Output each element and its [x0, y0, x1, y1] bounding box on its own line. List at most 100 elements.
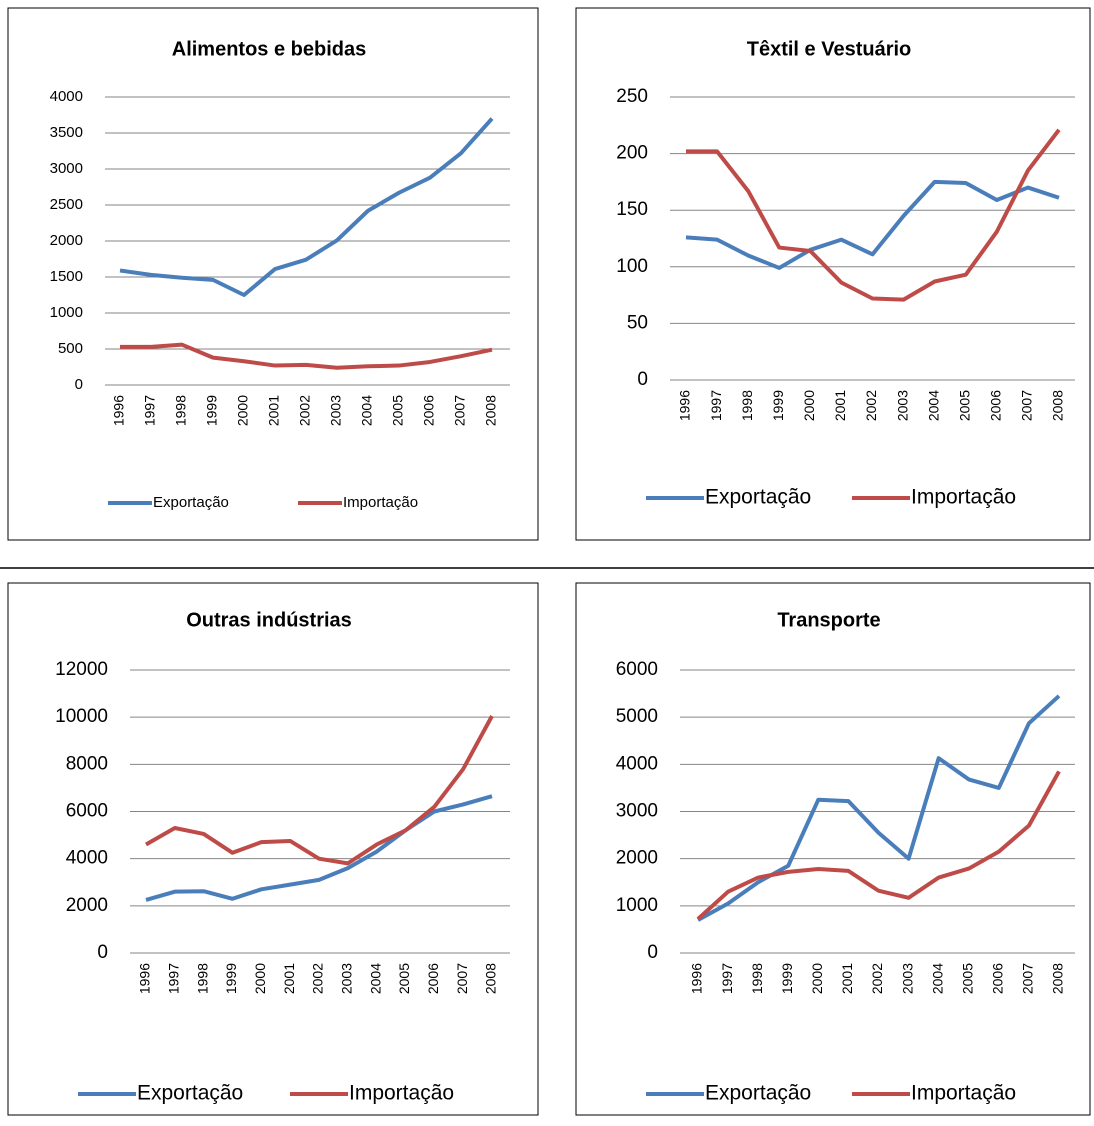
x-tick-label: 1996: [677, 390, 693, 421]
x-tick-label: 2006: [988, 390, 1004, 421]
x-tick-label: 1998: [194, 963, 210, 994]
x-tick-label: 2002: [310, 963, 326, 994]
chart-title: Outras indústrias: [186, 609, 352, 631]
series-line: [119, 117, 494, 297]
x-tick-label: 2005: [956, 390, 972, 421]
x-tick-label: 2007: [452, 395, 468, 426]
y-tick-label: 0: [647, 942, 658, 963]
x-tick-label: 2002: [869, 963, 885, 994]
legend-label: Importação: [911, 486, 1016, 509]
x-tick-label: 2007: [1020, 963, 1036, 994]
y-tick-label: 2500: [50, 196, 83, 213]
x-tick-label: 1996: [137, 963, 153, 994]
x-tick-label: 2004: [359, 395, 375, 426]
x-tick-label: 1997: [719, 963, 735, 994]
x-tick-label: 2003: [328, 395, 344, 426]
chart-panel: Outras indústrias 0 2000 4000 6000 8000 10000 1…: [7, 582, 539, 1116]
chart-title: Transporte: [777, 609, 880, 631]
series-line: [145, 715, 494, 866]
x-tick-label: 2000: [809, 963, 825, 994]
y-tick-label: 6000: [66, 801, 108, 822]
panel-frame: [575, 7, 1091, 541]
x-tick-label: 2001: [281, 963, 297, 994]
y-tick-label: 1000: [50, 304, 83, 321]
y-tick-label: 0: [75, 376, 83, 393]
x-tick-label: 2008: [483, 395, 499, 426]
y-tick-label: 4000: [50, 88, 83, 105]
panel-frame: [575, 582, 1091, 1116]
x-tick-label: 2007: [454, 963, 470, 994]
x-tick-label: 1998: [739, 390, 755, 421]
y-tick-label: 3000: [50, 160, 83, 177]
legend-label: Exportação: [705, 486, 811, 509]
x-tick-label: 1996: [689, 963, 705, 994]
x-tick-label: 1999: [223, 963, 239, 994]
x-tick-label: 2006: [421, 395, 437, 426]
x-tick-label: 1997: [142, 395, 158, 426]
x-tick-label: 2005: [396, 963, 412, 994]
legend-label: Exportação: [705, 1082, 811, 1105]
y-tick-label: 10000: [55, 706, 108, 727]
y-tick-label: 150: [616, 199, 648, 220]
y-tick-label: 2000: [66, 895, 108, 916]
y-tick-label: 3000: [616, 801, 658, 822]
series-line: [696, 770, 1061, 921]
x-tick-label: 2003: [894, 390, 910, 421]
series-line: [685, 179, 1060, 270]
x-tick-label: 1998: [173, 395, 189, 426]
x-tick-label: 2003: [339, 963, 355, 994]
series-line: [697, 694, 1061, 922]
x-tick-label: 1997: [708, 390, 724, 421]
y-tick-label: 200: [616, 143, 648, 164]
y-tick-label: 1500: [50, 268, 83, 285]
x-tick-label: 2004: [367, 963, 383, 994]
y-tick-label: 50: [627, 312, 648, 333]
series-line: [145, 794, 493, 902]
y-tick-label: 2000: [50, 232, 83, 249]
x-tick-label: 2008: [1050, 963, 1066, 994]
x-tick-label: 2004: [929, 963, 945, 994]
legend-label: Exportação: [153, 494, 229, 511]
x-tick-label: 2001: [832, 390, 848, 421]
legend-label: Importação: [911, 1082, 1016, 1105]
chart-title: Alimentos e bebidas: [172, 38, 367, 60]
x-tick-label: 2008: [483, 963, 499, 994]
series-line: [120, 342, 493, 370]
panel-frame: [7, 582, 539, 1116]
x-tick-label: 2005: [959, 963, 975, 994]
chart-panel: Têxtil e Vestuário 0 50 100 150 200 250 1996 199…: [575, 7, 1091, 541]
y-tick-label: 5000: [616, 706, 658, 727]
x-tick-label: 1999: [204, 395, 220, 426]
series-line: [686, 128, 1061, 302]
x-tick-label: 2001: [839, 963, 855, 994]
x-tick-label: 1997: [166, 963, 182, 994]
x-tick-label: 2001: [266, 395, 282, 426]
y-tick-label: 2000: [616, 848, 658, 869]
x-tick-label: 1996: [111, 395, 127, 426]
y-tick-label: 4000: [66, 848, 108, 869]
y-tick-label: 500: [58, 340, 83, 357]
x-tick-label: 2004: [925, 390, 941, 421]
y-tick-label: 0: [637, 369, 648, 390]
x-tick-label: 2007: [1019, 390, 1035, 421]
x-tick-label: 2002: [863, 390, 879, 421]
y-tick-label: 6000: [616, 659, 658, 680]
y-tick-label: 100: [616, 256, 648, 277]
x-tick-label: 2003: [899, 963, 915, 994]
legend-label: Importação: [343, 494, 418, 511]
y-tick-label: 12000: [55, 659, 108, 680]
y-tick-label: 8000: [66, 753, 108, 774]
x-tick-label: 1999: [770, 390, 786, 421]
legend-label: Exportação: [137, 1082, 243, 1105]
y-tick-label: 0: [97, 942, 108, 963]
x-tick-label: 2002: [297, 395, 313, 426]
chart-panel: Alimentos e bebidas 0 500 1000 1500 2000 2500 3…: [7, 7, 539, 541]
y-tick-label: 3500: [50, 124, 83, 141]
y-tick-label: 4000: [616, 753, 658, 774]
x-tick-label: 2006: [425, 963, 441, 994]
x-tick-label: 2008: [1050, 390, 1066, 421]
y-tick-label: 1000: [616, 895, 658, 916]
chart-title: Têxtil e Vestuário: [747, 38, 912, 60]
x-tick-label: 2000: [801, 390, 817, 421]
